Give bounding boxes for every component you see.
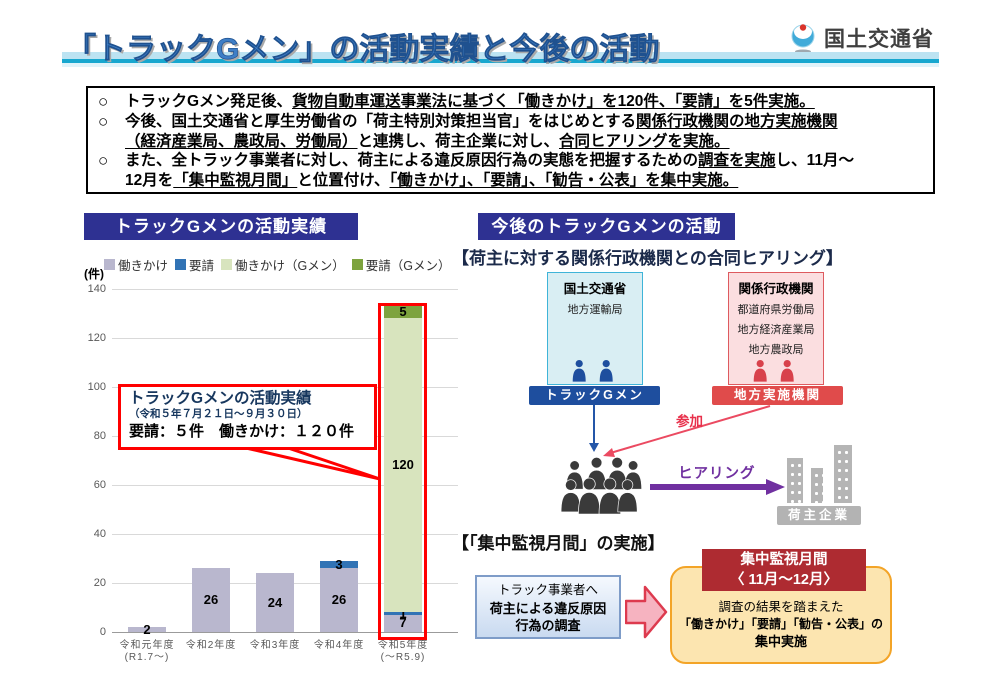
title-underline-band [62,52,939,67]
legend-swatch [351,259,363,270]
bar-segment [256,573,294,632]
monitoring-month-box: 集中監視月間 〈 11月～12月〉 [702,549,866,591]
mlit-panel: 国土交通省 地方運輸局 [547,272,643,385]
bar-segment [384,318,422,613]
survey-line3: 行為の調査 [515,618,581,633]
bar-value-label: 2 [143,621,151,637]
bar-segment [320,560,358,569]
y-tick-label: 0 [99,626,106,638]
bar-value-label: 3 [335,556,343,572]
monitoring-month-line1: 集中監視月間 [740,552,828,568]
bar-segment [384,306,422,319]
summary-bullet-line: 12月を「集中監視月間」と位置付け、「働きかけ」、「要請」、「勧告・公表」を集中… [125,172,739,190]
hearing-label: ヒアリング [678,466,756,482]
local-agencies-label: 地方実施機関 [712,386,843,405]
callout-tail [245,446,381,481]
bar-value-label: 26 [203,592,219,608]
building-icon [783,455,807,506]
mlit-panel-title: 国土交通省 [563,282,627,296]
callout-counts: 要請：５件 働きかけ：１２０件 [129,423,355,440]
summary-bullet-line: （経済産業局、農政局、労働局）と連携し、荷主企業に対し、合同ヒアリングを実施。 [125,132,730,150]
officials-icon [572,360,613,382]
mlit-logo: 国土交通省 [788,22,934,54]
highlight-rect [378,303,427,640]
bar-value-label: 26 [331,592,347,608]
monitoring-result-line1: 調査の結果を踏まえた [718,600,844,614]
joint-hearing-heading: 【荷主に対する関係行政機関との合同ヒアリング】 [452,249,843,268]
bar-segment [320,568,358,632]
bar-value-label: 1 [399,605,407,621]
legend-item: 働きかけ（Gメン） [221,255,345,274]
y-tick-label: 120 [87,332,106,344]
participate-label: 参加 [676,414,703,429]
bar-segment [192,568,230,632]
legend-swatch [104,259,115,270]
monitoring-result-line2: 「働きかけ」「要請」「勧告・公表」の [678,617,883,631]
monitoring-month-line2: 〈 11月～12月〉 [730,572,838,588]
diagram-arrows [589,405,785,495]
future-section-header: 今後のトラックGメンの活動 [478,213,735,240]
mlit-panel-item: 地方運輸局 [567,304,623,316]
legend-item: 要請 [175,255,214,274]
summary-bullet-line: ○ 今後、国土交通省と厚生労働省の「荷主特別対策担当官」をはじめとする関係行政機関… [98,111,838,131]
activity-callout: トラックGメンの活動実績 （令和５年７月２１日～９月３０日） 要請：５件 働きか… [118,384,377,450]
building-icon [806,465,828,506]
agencies-panel-item: 都道府県労働局 [737,304,815,316]
officials-icon [753,360,794,382]
survey-line2: 荷主による違反原因 [489,600,607,616]
summary-box: ○ トラックGメン発足後、貨物自動車運送事業法に基づく「働きかけ」を120件、「要… [86,86,935,194]
callout-period: （令和５年７月２１日～９月３０日） [129,408,308,420]
gridline [112,534,458,535]
bar-value-label: 24 [267,594,283,610]
big-arrow-icon [625,585,668,639]
bar-value-label: 120 [392,457,414,473]
agencies-panel-item: 地方農政局 [748,344,804,356]
x-tick-label: 令和3年度 [249,640,301,651]
y-tick-label: 100 [87,381,106,393]
x-tick-label: 令和4年度 [313,640,365,651]
bar-segment [384,614,422,632]
y-tick-label: 20 [93,577,106,589]
shipper-company-label: 荷主企業 [777,506,861,525]
chart-section-header: トラックGメンの活動実績 [84,213,358,240]
gridline [112,338,458,339]
bar-value-label: 7 [399,615,407,631]
agencies-panel: 関係行政機関 都道府県労働局 地方経済産業局 地方農政局 [728,272,824,385]
monitoring-result-text: 調査の結果を踏まえた 「働きかけ」「要請」「勧告・公表」の 集中実施 [671,599,891,651]
agencies-panel-item: 地方経済産業局 [737,324,815,336]
y-tick-label: 60 [93,479,106,491]
mlit-logo-text: 国土交通省 [824,28,934,51]
bar-segment [128,627,166,632]
monitoring-result-line3: 集中実施 [754,634,807,649]
y-tick-label: 140 [87,283,106,295]
chart-unit-label: (件) [84,267,104,281]
gridline [112,289,458,290]
summary-bullet-line: ○ トラックGメン発足後、貨物自動車運送事業法に基づく「働きかけ」を120件、「要… [98,92,815,111]
bar-value-label: 5 [399,304,407,320]
building-icon [830,442,856,506]
survey-box: トラック事業者へ 荷主による違反原因 行為の調査 [475,575,621,639]
page-title: 「トラックGメン」の活動実績と今後の活動 [66,33,660,67]
x-axis [112,632,458,633]
legend-item: 要請（Gメン） [351,255,451,274]
bar-segment [384,612,422,615]
truck-gmen-label: トラックGメン [529,386,660,405]
legend-swatch [175,259,187,270]
survey-line1: トラック事業者へ [497,583,598,597]
chart-legend: 働きかけ 要請 働きかけ（Gメン） 要請（Gメン） [104,255,451,274]
agencies-panel-title: 関係行政機関 [738,282,814,296]
callout-title: トラックGメンの活動実績 [129,390,312,407]
monitoring-heading: 【「集中監視月間」の実施】 [452,534,665,553]
x-tick-label: 令和5年度 (～R5.9) [377,640,429,663]
crowd-icon [560,456,643,515]
x-tick-label: 令和2年度 [185,640,237,651]
y-tick-label: 80 [93,430,106,442]
gridline [112,485,458,486]
x-tick-label: 令和元年度 (R1.7～) [119,640,175,663]
legend-swatch [221,259,233,270]
summary-bullet-line: ○ また、全トラック事業者に対し、荷主による違反原因行為の実態を把握するための調査… [98,151,854,171]
legend-item: 働きかけ [104,255,168,274]
y-tick-label: 40 [93,528,106,540]
